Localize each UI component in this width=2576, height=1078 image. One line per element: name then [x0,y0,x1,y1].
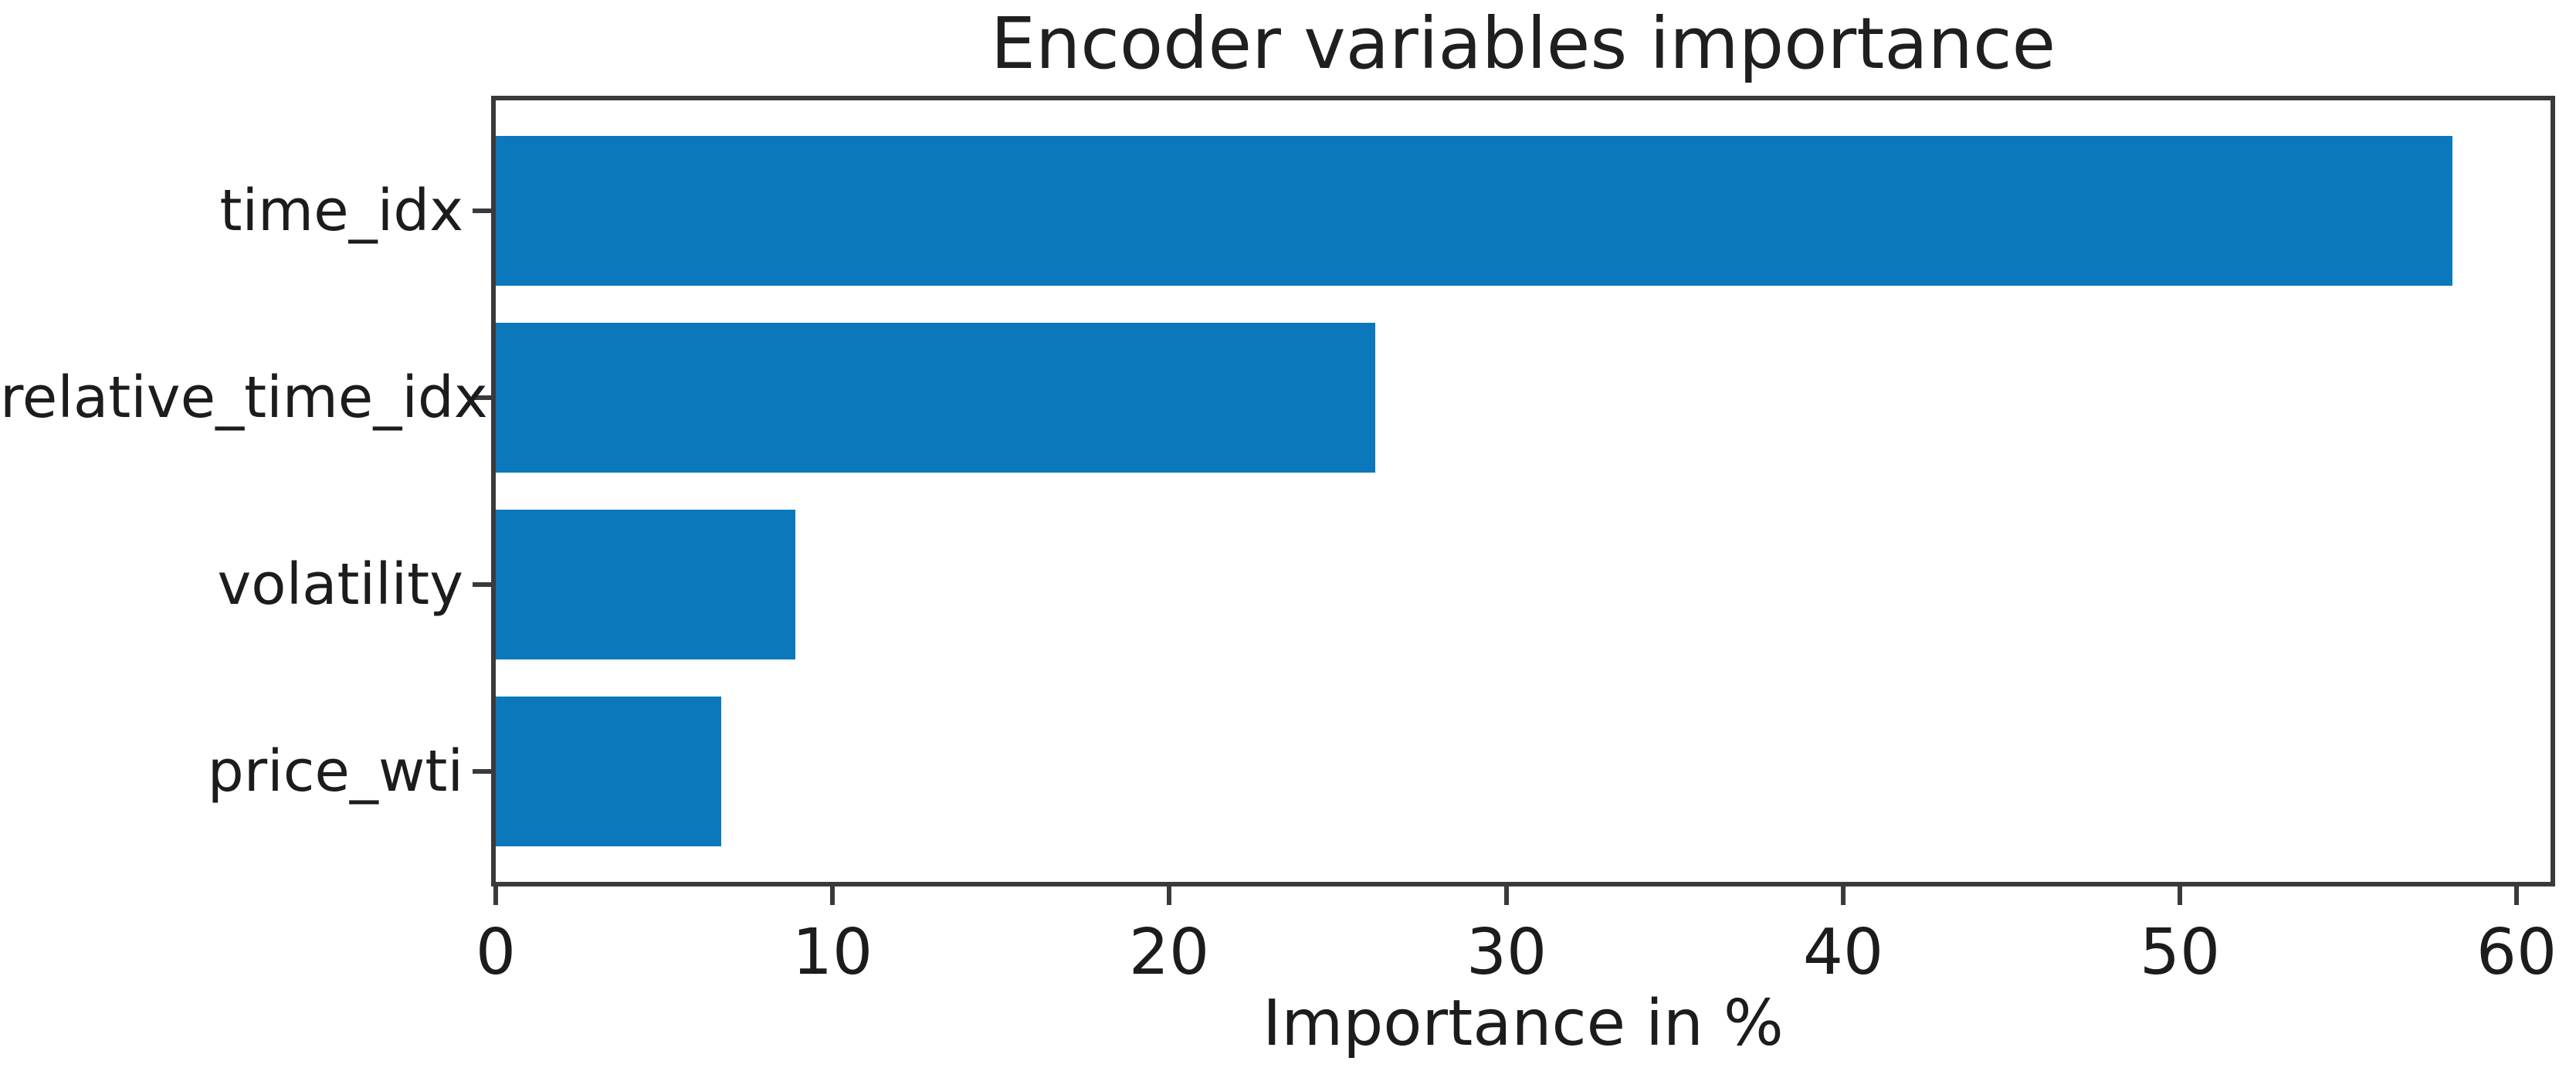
chart-title: Encoder variables importance [990,2,2056,85]
x-tick-mark-0 [493,882,498,905]
y-tick-label-price_wti: price_wti [207,738,463,805]
y-tick-mark-time_idx [473,208,496,213]
y-tick-label-relative_time_idx: relative_time_idx [0,364,488,431]
x-tick-mark-50 [2178,882,2182,905]
y-tick-label-time_idx: time_idx [219,178,463,244]
x-tick-label-60: 60 [2476,916,2557,989]
plot-area [491,96,2555,886]
y-tick-label-volatility: volatility [217,551,463,618]
y-tick-mark-volatility [473,582,496,587]
x-tick-label-50: 50 [2139,916,2221,989]
bar-relative_time_idx [496,323,1375,473]
x-tick-label-40: 40 [1802,916,1884,989]
x-tick-mark-30 [1504,882,1509,905]
bar-volatility [496,510,795,659]
x-tick-label-10: 10 [791,916,873,989]
x-axis-label: Importance in % [1263,987,1784,1060]
y-tick-mark-relative_time_idx [473,395,496,400]
x-tick-label-30: 30 [1466,916,1547,989]
bar-time_idx [496,136,2452,286]
x-tick-label-0: 0 [475,916,517,989]
x-tick-mark-40 [1841,882,1846,905]
x-tick-mark-10 [830,882,835,905]
bar-price_wti [496,697,721,846]
x-tick-mark-60 [2514,882,2519,905]
x-tick-mark-20 [1167,882,1171,905]
y-tick-mark-price_wti [473,769,496,774]
x-tick-label-20: 20 [1128,916,1210,989]
